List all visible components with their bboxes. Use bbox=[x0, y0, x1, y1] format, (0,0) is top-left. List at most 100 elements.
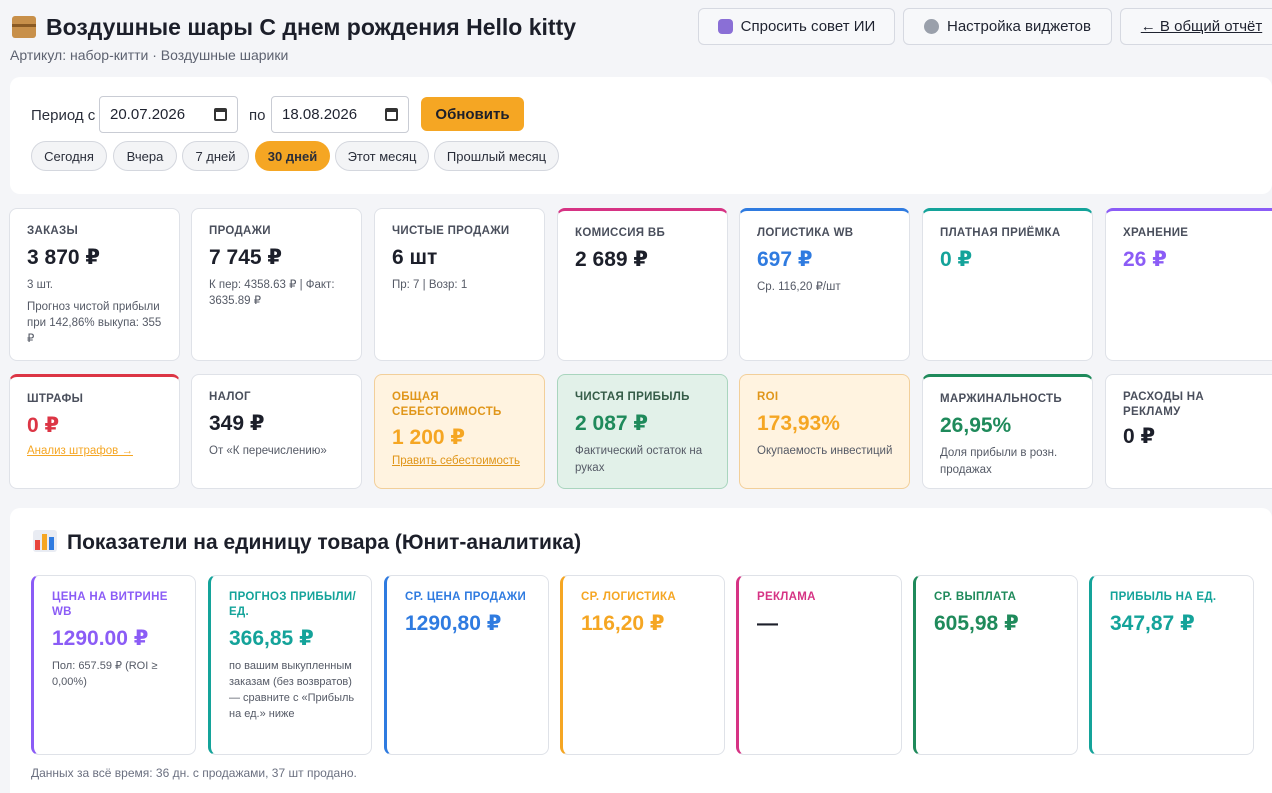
kpi-label: Продажи bbox=[209, 225, 271, 237]
calendar-icon[interactable] bbox=[214, 108, 227, 121]
gear-icon bbox=[923, 19, 939, 34]
kpi-label: ROI bbox=[757, 391, 779, 403]
kpi-label: Штрафы bbox=[27, 393, 84, 405]
kpi-detail: Пр: 7 | Возр: 1 bbox=[392, 279, 468, 291]
kpi-value: 349 ₽ bbox=[209, 412, 265, 435]
kpi-commission: Комиссия ВБ 2 689 ₽ bbox=[557, 208, 728, 361]
kpi-label: Общая себестоимость bbox=[392, 391, 502, 418]
kpi-net-sales: Чистые продажи 6 шт Пр: 7 | Возр: 1 bbox=[374, 208, 545, 361]
preset-this-month[interactable]: Этот месяц bbox=[335, 141, 429, 171]
unit-label: Прогноз прибыли/ед. bbox=[229, 591, 356, 618]
data-footnote: Данных за всё время: 36 дн. с продажами,… bbox=[31, 766, 357, 780]
kpi-tax: Налог 349 ₽ От «К перечислению» bbox=[191, 374, 362, 489]
unit-label: Ср. цена продажи bbox=[405, 591, 527, 603]
unit-label: Ср. выплата bbox=[934, 591, 1017, 603]
unit-value: 1290.00 ₽ bbox=[52, 627, 149, 650]
fines-analysis-link[interactable]: Анализ штрафов → bbox=[27, 445, 133, 457]
kpi-detail: К пер: 4358.63 ₽ | Факт: 3635.89 ₽ bbox=[209, 279, 335, 307]
unit-value: 1290,80 ₽ bbox=[405, 612, 502, 635]
period-from-label: Период с bbox=[31, 107, 96, 124]
kpi-count: 3 шт. bbox=[27, 279, 54, 291]
kpi-ads: Расходы на рекламу 0 ₽ bbox=[1105, 374, 1272, 489]
page-title: Воздушные шары С днем рождения Hello kit… bbox=[12, 14, 576, 41]
unit-card-ads: Реклама — bbox=[736, 575, 902, 755]
unit-label: Реклама bbox=[757, 591, 816, 603]
kpi-storage: Хранение 26 ₽ bbox=[1105, 208, 1272, 361]
kpi-value: 7 745 ₽ bbox=[209, 246, 282, 269]
preset-today[interactable]: Сегодня bbox=[31, 141, 107, 171]
calendar-icon[interactable] bbox=[385, 108, 398, 121]
widgets-settings-button[interactable]: Настройка виджетов bbox=[903, 8, 1112, 45]
kpi-acceptance: Платная приёмка 0 ₽ bbox=[922, 208, 1093, 361]
kpi-label: Чистая прибыль bbox=[575, 391, 690, 403]
unit-label: Прибыль на ед. bbox=[1110, 591, 1217, 603]
page-subtitle: Артикул: набор-китти · Воздушные шарики bbox=[10, 47, 289, 63]
unit-value: — bbox=[757, 612, 778, 635]
kpi-forecast: Прогноз чистой прибыли при 142,86% выкуп… bbox=[27, 301, 162, 345]
kpi-label: Налог bbox=[209, 391, 251, 403]
period-filter: Период с 20.07.2026 по 18.08.2026 Обнови… bbox=[10, 77, 1272, 194]
unit-detail: по вашим выкупленным заказам (без возвра… bbox=[229, 660, 355, 720]
kpi-value: 0 ₽ bbox=[1123, 425, 1156, 448]
kpi-fines: Штрафы 0 ₽ Анализ штрафов → bbox=[9, 374, 180, 489]
robot-icon bbox=[717, 19, 733, 34]
preset-7-days[interactable]: 7 дней bbox=[182, 141, 249, 171]
unit-card-avg-price: Ср. цена продажи 1290,80 ₽ bbox=[384, 575, 549, 755]
kpi-orders: Заказы 3 870 ₽ 3 шт. Прогноз чистой приб… bbox=[9, 208, 180, 361]
date-to-input[interactable]: 18.08.2026 bbox=[271, 96, 409, 133]
unit-analytics-title: Показатели на единицу товара (Юнит-анали… bbox=[33, 530, 581, 555]
unit-card-forecast: Прогноз прибыли/ед. 366,85 ₽ по вашим вы… bbox=[208, 575, 372, 755]
kpi-label: Платная приёмка bbox=[940, 227, 1061, 239]
preset-30-days[interactable]: 30 дней bbox=[255, 141, 330, 171]
kpi-margin: Маржинальность 26,95% Доля прибыли в роз… bbox=[922, 374, 1093, 489]
kpi-cost: Общая себестоимость 1 200 ₽ Править себе… bbox=[374, 374, 545, 489]
unit-card-profit-per-unit: Прибыль на ед. 347,87 ₽ bbox=[1089, 575, 1254, 755]
kpi-detail: Доля прибыли в розн. продажах bbox=[940, 447, 1058, 476]
period-to-label: по bbox=[249, 107, 266, 124]
bar-chart-icon bbox=[33, 530, 57, 552]
kpi-value: 173,93% bbox=[757, 412, 840, 435]
unit-value: 347,87 ₽ bbox=[1110, 612, 1195, 635]
kpi-value: 3 870 ₽ bbox=[27, 246, 100, 269]
kpi-value: 26 ₽ bbox=[1123, 248, 1167, 271]
unit-label: Цена на витрине WB bbox=[52, 591, 168, 618]
unit-value: 605,98 ₽ bbox=[934, 612, 1019, 635]
kpi-value: 0 ₽ bbox=[27, 414, 60, 437]
kpi-roi: ROI 173,93% Окупаемость инвестиций bbox=[739, 374, 910, 489]
kpi-logistics: Логистика WB 697 ₽ Ср. 116,20 ₽/шт bbox=[739, 208, 910, 361]
ask-ai-button[interactable]: Спросить совет ИИ bbox=[698, 8, 895, 45]
page-header: Воздушные шары С днем рождения Hello kit… bbox=[10, 8, 1272, 68]
preset-yesterday[interactable]: Вчера bbox=[113, 141, 177, 171]
unit-label: Ср. логистика bbox=[581, 591, 676, 603]
kpi-detail: Окупаемость инвестиций bbox=[757, 445, 893, 457]
unit-detail: Пол: 657.59 ₽ (ROI ≥ 0,00%) bbox=[52, 660, 158, 688]
box-icon bbox=[12, 16, 36, 38]
unit-value: 116,20 ₽ bbox=[581, 612, 665, 635]
back-to-report-link[interactable]: ← В общий отчёт bbox=[1120, 8, 1272, 45]
kpi-detail: Фактический остаток на руках bbox=[575, 445, 703, 474]
kpi-sales: Продажи 7 745 ₽ К пер: 4358.63 ₽ | Факт:… bbox=[191, 208, 362, 361]
kpi-value: 697 ₽ bbox=[757, 248, 813, 271]
kpi-label: Логистика WB bbox=[757, 227, 854, 239]
kpi-detail: Ср. 116,20 ₽/шт bbox=[757, 281, 841, 293]
unit-analytics-section: Показатели на единицу товара (Юнит-анали… bbox=[10, 508, 1272, 793]
edit-cost-link[interactable]: Править себестоимость bbox=[392, 455, 520, 467]
kpi-label: Хранение bbox=[1123, 227, 1189, 239]
kpi-label: Расходы на рекламу bbox=[1123, 391, 1204, 418]
kpi-label: Чистые продажи bbox=[392, 225, 510, 237]
preset-last-month[interactable]: Прошлый месяц bbox=[434, 141, 559, 171]
kpi-label: Комиссия ВБ bbox=[575, 227, 666, 239]
kpi-value: 6 шт bbox=[392, 246, 438, 269]
kpi-detail: От «К перечислению» bbox=[209, 445, 327, 457]
kpi-value: 0 ₽ bbox=[940, 248, 973, 271]
kpi-value: 2 087 ₽ bbox=[575, 412, 648, 435]
unit-card-avg-payout: Ср. выплата 605,98 ₽ bbox=[913, 575, 1078, 755]
date-from-input[interactable]: 20.07.2026 bbox=[99, 96, 238, 133]
unit-card-avg-logistics: Ср. логистика 116,20 ₽ bbox=[560, 575, 725, 755]
kpi-label: Маржинальность bbox=[940, 393, 1062, 405]
update-button[interactable]: Обновить bbox=[421, 97, 524, 131]
kpi-value: 26,95% bbox=[940, 414, 1012, 437]
kpi-net-profit: Чистая прибыль 2 087 ₽ Фактический остат… bbox=[557, 374, 728, 489]
unit-card-price: Цена на витрине WB 1290.00 ₽ Пол: 657.59… bbox=[31, 575, 196, 755]
kpi-value: 2 689 ₽ bbox=[575, 248, 648, 271]
